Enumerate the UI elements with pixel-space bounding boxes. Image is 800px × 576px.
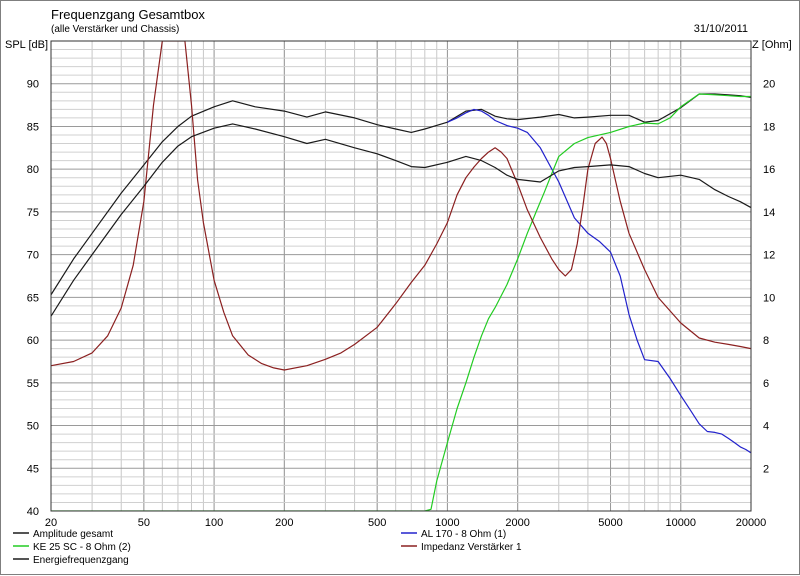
y2-tick-label: 12 (763, 250, 775, 262)
legend-label: Energiefrequenzgang (33, 555, 129, 566)
chart-subtitle: (alle Verstärker und Chassis) (51, 24, 179, 35)
chart-date: 31/10/2011 (694, 23, 748, 35)
series-line-5 (51, 123, 751, 317)
y-tick-label: 90 (27, 79, 39, 91)
legend-label: AL 170 - 8 Ohm (1) (421, 529, 506, 540)
y-tick-label: 60 (27, 335, 39, 347)
x-tick-label: 20000 (736, 517, 767, 529)
chart-title: Frequenzgang Gesamtbox (51, 7, 205, 22)
y-tick-label: 45 (27, 463, 39, 475)
y2-tick-label: 20 (763, 79, 775, 91)
legend-label: KE 25 SC - 8 Ohm (2) (33, 542, 131, 553)
x-tick-label: 20 (45, 517, 57, 529)
x-tick-label: 500 (368, 517, 386, 529)
series-line-2 (447, 108, 751, 454)
legend-label: Amplitude gesamt (33, 529, 113, 540)
y-tick-label: 70 (27, 250, 39, 262)
x-tick-label: 1000 (435, 517, 459, 529)
y2-tick-label: 16 (763, 164, 775, 176)
y-tick-label: 55 (27, 378, 39, 390)
y-tick-label: 85 (27, 121, 39, 133)
y2-tick-label: 14 (763, 207, 775, 219)
y-tick-label: 50 (27, 421, 39, 433)
legend: Amplitude gesamt AL 170 - 8 Ohm (1) KE 25 … (13, 529, 522, 566)
y2-tick-label: 6 (763, 378, 769, 390)
y-axis-label: SPL [dB] (5, 39, 48, 51)
x-tick-label: 100 (205, 517, 223, 529)
plot-frame (50, 40, 752, 512)
x-tick-label: 50 (138, 517, 150, 529)
y2-tick-label: 4 (763, 421, 769, 433)
x-tick-label: 10000 (665, 517, 696, 529)
y-tick-label: 40 (27, 506, 39, 518)
y-tick-label: 65 (27, 292, 39, 304)
x-tick-label: 200 (275, 517, 293, 529)
y2-tick-label: 8 (763, 335, 769, 347)
y2-tick-label: 2 (763, 463, 769, 475)
y2-tick-label: 10 (763, 292, 775, 304)
x-tick-label: 2000 (505, 517, 529, 529)
legend-label: Impedanz Verstärker 1 (421, 542, 522, 553)
y2-axis-label: Z [Ohm] (752, 39, 792, 51)
y-tick-label: 80 (27, 164, 39, 176)
y2-tick-label: 18 (763, 121, 775, 133)
series-line-3 (51, 93, 751, 511)
y-tick-label: 75 (27, 207, 39, 219)
grid (51, 41, 751, 511)
series-lines (51, 41, 751, 511)
tick-labels: 20 50 100 200 500 1000 2000 5000 10000 2000040455… (27, 79, 776, 529)
x-tick-label: 5000 (598, 517, 622, 529)
series-line-4 (51, 41, 751, 371)
